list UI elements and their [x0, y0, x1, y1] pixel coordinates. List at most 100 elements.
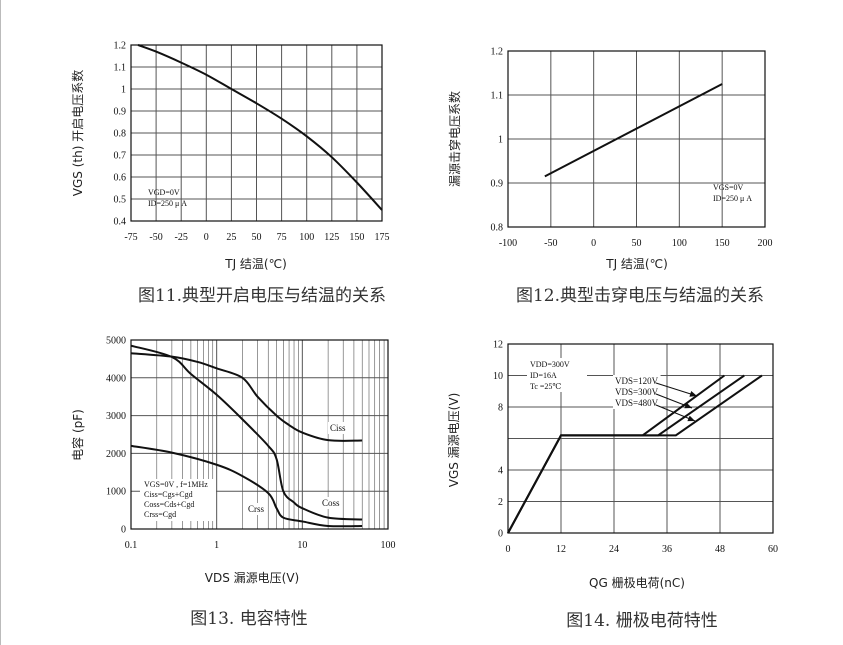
- x-tick-label: 175: [375, 232, 390, 243]
- x-tick-label: 48: [715, 544, 725, 555]
- chart-2: 0.8 0.9 1 1.1 1.2 -100 -50 0 50 100 150 200 VGS=0V ID…: [447, 47, 773, 307]
- annotation-text: Coss=Cds+Cgd: [144, 500, 194, 509]
- x-tick-label: 200: [758, 238, 773, 249]
- x-tick-label: 12: [556, 544, 566, 555]
- y-tick-label: 1: [498, 135, 503, 146]
- y-tick-label: 0.4: [114, 217, 127, 228]
- x-tick-label: 1: [214, 540, 219, 551]
- series-label-bg: [328, 422, 349, 434]
- annotation-text: VGS=0V: [713, 183, 744, 192]
- x-tick-label: -50: [544, 238, 557, 249]
- plot-frame: [130, 44, 383, 222]
- x-tick-label: 75: [277, 232, 287, 243]
- y-tick-label: 0.9: [114, 107, 127, 118]
- series-label-bg: [613, 375, 661, 387]
- x-axis-title: TJ 结温(℃): [224, 257, 287, 271]
- x-tick-label: -75: [124, 232, 137, 243]
- x-axis-title: QG 栅极电荷(nC): [589, 575, 685, 590]
- arrow-line: [655, 382, 698, 397]
- series-line-data: [137, 44, 383, 211]
- y-tick-label: 12: [493, 340, 503, 351]
- y-axis-title: VGS (th) 开启电压系数: [70, 70, 85, 196]
- arrow-line: [655, 404, 696, 422]
- y-tick-label: 0.8: [114, 129, 127, 140]
- series-line-coss: [130, 344, 363, 521]
- plot-frame: [130, 339, 389, 530]
- y-tick-label: 3000: [106, 411, 126, 422]
- annotation-text: Ciss=Cgs+Cgd: [144, 490, 193, 499]
- x-tick-label: 100: [381, 540, 396, 551]
- series-label-bg: [320, 497, 343, 509]
- y-tick-label: 1.2: [114, 41, 127, 52]
- y-tick-label: 0: [121, 525, 126, 536]
- figure-caption: 图14. 栅极电荷特性: [566, 611, 717, 631]
- x-tick-label: -100: [499, 238, 517, 249]
- annotation-text: ID=250 μ A: [148, 199, 187, 208]
- x-tick-label: 150: [715, 238, 730, 249]
- series-label: VDS=120V: [615, 376, 659, 386]
- x-axis-title: VDS 漏源电压(V): [205, 571, 299, 585]
- y-axis-title: VGS 漏源电压(V): [447, 393, 461, 488]
- y-tick-label: 1: [121, 85, 126, 96]
- y-tick-label: 0.9: [491, 179, 504, 190]
- x-tick-label: -25: [175, 232, 188, 243]
- y-tick-label: 0.6: [114, 173, 127, 184]
- x-tick-label: 0: [506, 544, 511, 555]
- figure-caption: 图11.典型开启电压与结温的关系: [138, 286, 386, 306]
- y-axis-title: 漏源击穿电压系数: [447, 91, 462, 187]
- y-tick-label: 8: [498, 403, 503, 414]
- annotation-text: VGD=0V: [148, 188, 180, 197]
- x-tick-label: 150: [349, 232, 364, 243]
- y-axis-title: 电容 (pF): [70, 409, 85, 461]
- x-tick-label: 0: [204, 232, 209, 243]
- y-tick-label: 0.5: [114, 195, 127, 206]
- annotation-text: VGS=0V , f=1MHz: [144, 480, 208, 489]
- x-axis-title: TJ 结温(℃): [605, 257, 668, 271]
- annotation-text: ID=250 μ A: [713, 194, 752, 203]
- arrow-head-icon: [687, 415, 695, 422]
- figure-caption: 图12.典型击穿电压与结温的关系: [516, 286, 764, 306]
- y-tick-label: 5000: [106, 336, 126, 347]
- series-line-vds-480v: [507, 374, 763, 534]
- annotation-text: ID=16A: [530, 371, 557, 380]
- y-tick-label: 4: [498, 466, 503, 477]
- series-label: VDS=300V: [615, 387, 659, 397]
- x-tick-label: 24: [609, 544, 619, 555]
- series-line-data: [544, 83, 723, 178]
- y-tick-label: 2: [498, 497, 503, 508]
- x-tick-label: 50: [632, 238, 642, 249]
- series-label: Ciss: [330, 423, 346, 433]
- x-tick-label: 10: [297, 540, 307, 551]
- x-tick-label: 0: [591, 238, 596, 249]
- chart-1: 0.4 0.5 0.6 0.7 0.8 0.9 1 1.1 1.2 -75 -50 -25 0 25 50 7…: [70, 41, 390, 307]
- x-tick-label: 50: [252, 232, 262, 243]
- y-tick-label: 0: [498, 529, 503, 540]
- y-tick-label: 1000: [106, 487, 126, 498]
- series-line-crss: [130, 444, 363, 528]
- series-label-bg: [246, 503, 267, 515]
- y-tick-label: 1.1: [491, 91, 504, 102]
- plot-frame: [507, 50, 766, 228]
- annotation-text: VDD=300V: [530, 360, 570, 369]
- x-tick-label: 0.1: [125, 540, 138, 551]
- series-label-bg: [613, 397, 661, 409]
- series-label: Crss: [248, 504, 265, 514]
- figure-caption: 图13. 电容特性: [190, 609, 307, 629]
- y-tick-label: 1.1: [114, 63, 127, 74]
- series-label-bg: [613, 386, 661, 398]
- chart-3: 0 1000 2000 3000 4000 5000 0.1 1 10 100 Ciss Coss Cr…: [70, 336, 396, 630]
- series-label: VDS=480V: [615, 398, 659, 408]
- y-tick-label: 1.2: [491, 47, 504, 58]
- x-tick-label: 36: [662, 544, 672, 555]
- legend-box: [140, 479, 216, 521]
- x-tick-label: 100: [299, 232, 314, 243]
- x-tick-label: 25: [226, 232, 236, 243]
- y-tick-label: 10: [493, 371, 503, 382]
- x-tick-label: 100: [672, 238, 687, 249]
- plot-frame: [507, 343, 774, 534]
- y-tick-label: 2000: [106, 449, 126, 460]
- y-tick-label: 4000: [106, 373, 126, 384]
- annotation-text: Tc =25℃: [530, 382, 561, 391]
